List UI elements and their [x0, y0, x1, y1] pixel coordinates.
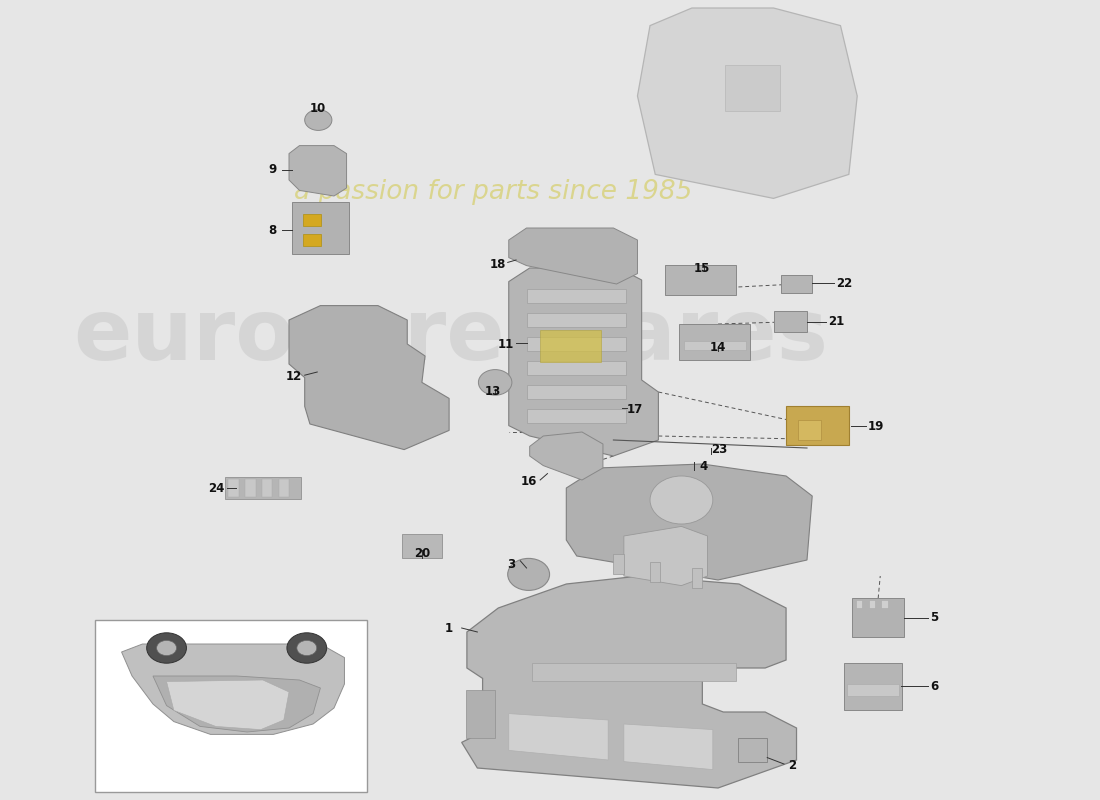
Polygon shape	[509, 228, 638, 284]
Circle shape	[478, 370, 512, 395]
Bar	[229, 479, 239, 497]
Polygon shape	[624, 724, 713, 770]
Bar	[614, 554, 624, 574]
Circle shape	[146, 633, 186, 663]
Polygon shape	[166, 680, 289, 730]
Polygon shape	[462, 576, 796, 788]
Bar	[402, 534, 442, 558]
Text: 24: 24	[208, 482, 224, 494]
Text: eurocarespares: eurocarespares	[74, 294, 828, 378]
Circle shape	[508, 558, 550, 590]
Bar	[781, 275, 812, 293]
Bar	[226, 477, 300, 499]
Circle shape	[650, 476, 713, 524]
Circle shape	[287, 633, 327, 663]
Bar	[881, 600, 888, 608]
Bar	[773, 311, 807, 332]
Text: 23: 23	[711, 443, 727, 456]
Bar	[532, 663, 736, 681]
Circle shape	[297, 640, 317, 656]
Bar	[466, 690, 495, 738]
Bar	[683, 341, 746, 350]
Bar	[725, 65, 780, 111]
Bar	[798, 421, 821, 440]
Bar	[527, 313, 627, 327]
Bar	[96, 620, 367, 792]
Polygon shape	[638, 8, 857, 198]
Bar	[245, 479, 255, 497]
Bar	[302, 214, 321, 226]
Bar	[692, 568, 702, 587]
Text: 21: 21	[828, 315, 844, 328]
Bar	[527, 409, 627, 423]
Text: 8: 8	[268, 224, 276, 237]
Text: 1: 1	[446, 622, 453, 634]
Bar	[292, 202, 349, 254]
Bar	[680, 325, 750, 360]
Bar	[856, 600, 862, 608]
Polygon shape	[289, 146, 346, 196]
Bar	[540, 330, 601, 362]
Circle shape	[305, 110, 332, 130]
Text: 4: 4	[700, 460, 707, 473]
Bar	[527, 337, 627, 351]
Text: 11: 11	[497, 338, 514, 350]
Text: 13: 13	[485, 386, 502, 398]
Polygon shape	[509, 714, 608, 760]
Bar	[278, 479, 289, 497]
Polygon shape	[509, 268, 659, 456]
Text: 10: 10	[310, 102, 327, 115]
Bar	[844, 663, 902, 710]
Text: 15: 15	[694, 262, 711, 275]
Bar	[847, 683, 899, 695]
Text: 14: 14	[710, 341, 726, 354]
Bar	[786, 406, 849, 445]
Bar	[650, 562, 660, 582]
Text: 5: 5	[931, 611, 938, 624]
Polygon shape	[153, 676, 320, 732]
Bar	[869, 600, 874, 608]
Bar	[527, 289, 627, 303]
Text: 2: 2	[789, 759, 796, 772]
Text: 3: 3	[507, 558, 515, 571]
Bar	[738, 738, 767, 762]
Bar	[302, 234, 321, 246]
Bar	[527, 385, 627, 399]
Text: 16: 16	[520, 475, 537, 488]
Text: a passion for parts since 1985: a passion for parts since 1985	[294, 179, 692, 205]
Bar	[664, 265, 736, 295]
Polygon shape	[530, 432, 603, 480]
Text: 19: 19	[868, 420, 884, 433]
Bar	[527, 361, 627, 375]
Polygon shape	[624, 526, 707, 586]
Polygon shape	[122, 644, 344, 734]
Text: 18: 18	[490, 258, 506, 270]
Bar	[262, 479, 273, 497]
Polygon shape	[289, 306, 449, 450]
Text: 9: 9	[268, 163, 276, 176]
Text: 20: 20	[414, 547, 430, 560]
Text: 12: 12	[285, 370, 301, 382]
Bar	[852, 598, 904, 637]
Text: 22: 22	[836, 277, 852, 290]
Text: 17: 17	[627, 403, 644, 416]
Circle shape	[156, 640, 176, 656]
Text: 6: 6	[931, 680, 938, 693]
Polygon shape	[566, 464, 812, 580]
